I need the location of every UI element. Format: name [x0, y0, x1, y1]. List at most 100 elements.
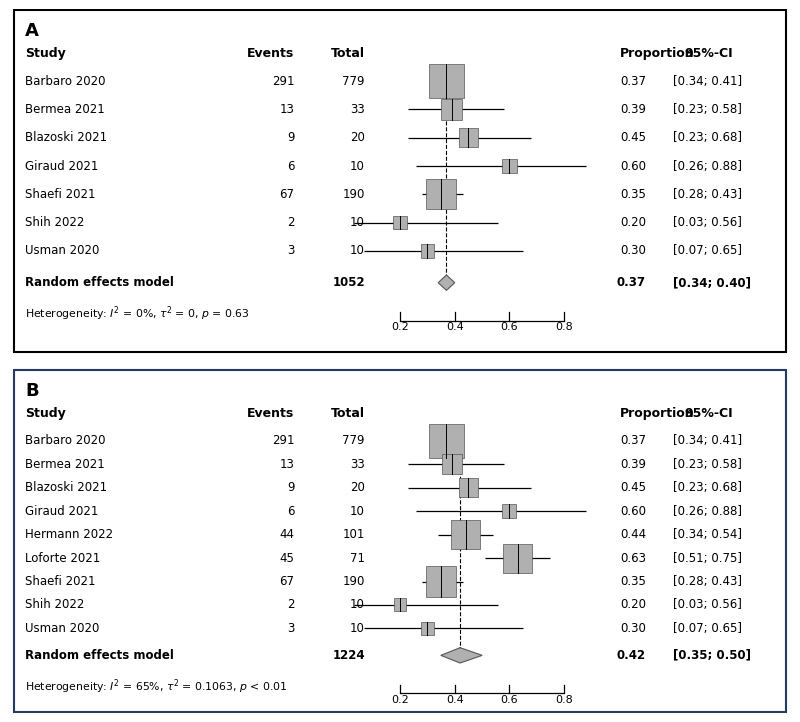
Text: [0.26; 0.88]: [0.26; 0.88]: [674, 160, 742, 173]
Text: [0.34; 0.54]: [0.34; 0.54]: [674, 528, 742, 541]
Text: [0.51; 0.75]: [0.51; 0.75]: [674, 552, 742, 565]
Text: Hermann 2022: Hermann 2022: [26, 528, 114, 541]
Bar: [451, 520, 480, 549]
Bar: [394, 599, 406, 612]
Text: Heterogeneity: $I^2$ = 65%, $\tau^2$ = 0.1063, $p$ < 0.01: Heterogeneity: $I^2$ = 65%, $\tau^2$ = 0…: [26, 677, 288, 696]
Text: Events: Events: [247, 47, 294, 60]
Text: 10: 10: [350, 622, 365, 635]
Text: 6: 6: [287, 505, 294, 518]
Text: 0.30: 0.30: [620, 622, 646, 635]
Bar: [394, 216, 406, 230]
Text: [0.35; 0.50]: [0.35; 0.50]: [674, 649, 751, 662]
Text: 291: 291: [272, 434, 294, 447]
Bar: [458, 128, 478, 147]
Text: Random effects model: Random effects model: [26, 277, 174, 290]
Text: [0.23; 0.58]: [0.23; 0.58]: [674, 103, 742, 116]
Bar: [459, 479, 478, 497]
Text: 0.42: 0.42: [617, 649, 646, 662]
Text: 6: 6: [287, 160, 294, 173]
Text: 779: 779: [342, 74, 365, 87]
Text: B: B: [26, 382, 39, 400]
Text: [0.07; 0.65]: [0.07; 0.65]: [674, 245, 742, 258]
Bar: [426, 566, 456, 596]
Text: [0.23; 0.68]: [0.23; 0.68]: [674, 481, 742, 494]
Text: Giraud 2021: Giraud 2021: [26, 505, 98, 518]
Bar: [430, 64, 464, 98]
Text: 1052: 1052: [332, 277, 365, 290]
Text: Shih 2022: Shih 2022: [26, 599, 85, 612]
Text: Bermea 2021: Bermea 2021: [26, 458, 105, 471]
Text: [0.28; 0.43]: [0.28; 0.43]: [674, 575, 742, 588]
Text: 291: 291: [272, 74, 294, 87]
Text: Blazoski 2021: Blazoski 2021: [26, 131, 107, 144]
Text: Barbaro 2020: Barbaro 2020: [26, 434, 106, 447]
Text: 0.20: 0.20: [620, 216, 646, 229]
Text: Random effects model: Random effects model: [26, 649, 174, 662]
Text: 1224: 1224: [332, 649, 365, 662]
Bar: [502, 504, 517, 518]
Text: 0.60: 0.60: [620, 505, 646, 518]
Text: 0.45: 0.45: [620, 131, 646, 144]
Text: [0.28; 0.43]: [0.28; 0.43]: [674, 188, 742, 201]
Text: 9: 9: [287, 481, 294, 494]
Text: 101: 101: [342, 528, 365, 541]
Text: [0.23; 0.68]: [0.23; 0.68]: [674, 131, 742, 144]
Text: Blazoski 2021: Blazoski 2021: [26, 481, 107, 494]
Text: Total: Total: [331, 47, 365, 60]
Text: Events: Events: [247, 406, 294, 419]
Text: 33: 33: [350, 103, 365, 116]
Text: Giraud 2021: Giraud 2021: [26, 160, 98, 173]
Text: Loforte 2021: Loforte 2021: [26, 552, 101, 565]
Text: [0.03; 0.56]: [0.03; 0.56]: [674, 599, 742, 612]
Text: 10: 10: [350, 216, 365, 229]
Text: 0.37: 0.37: [617, 277, 646, 290]
Text: Usman 2020: Usman 2020: [26, 622, 99, 635]
Text: 10: 10: [350, 505, 365, 518]
Bar: [442, 99, 462, 120]
Text: 190: 190: [342, 188, 365, 201]
FancyBboxPatch shape: [14, 10, 786, 352]
Text: 0.6: 0.6: [501, 695, 518, 705]
Text: 95%-CI: 95%-CI: [684, 47, 733, 60]
Text: 67: 67: [279, 575, 294, 588]
Text: 0.39: 0.39: [620, 103, 646, 116]
Text: 0.45: 0.45: [620, 481, 646, 494]
Text: [0.07; 0.65]: [0.07; 0.65]: [674, 622, 742, 635]
Text: Barbaro 2020: Barbaro 2020: [26, 74, 106, 87]
Text: 2: 2: [287, 216, 294, 229]
Text: 13: 13: [280, 458, 294, 471]
Text: [0.26; 0.88]: [0.26; 0.88]: [674, 505, 742, 518]
Text: 0.63: 0.63: [620, 552, 646, 565]
Text: 67: 67: [279, 188, 294, 201]
Text: 0.6: 0.6: [501, 323, 518, 332]
Text: 0.35: 0.35: [620, 575, 646, 588]
FancyBboxPatch shape: [14, 370, 786, 712]
Text: 10: 10: [350, 599, 365, 612]
Text: 0.35: 0.35: [620, 188, 646, 201]
Text: 0.60: 0.60: [620, 160, 646, 173]
Bar: [421, 244, 434, 258]
Text: 779: 779: [342, 434, 365, 447]
Polygon shape: [438, 275, 454, 290]
Polygon shape: [441, 648, 482, 663]
Bar: [426, 180, 456, 209]
Bar: [442, 454, 462, 474]
Text: 0.8: 0.8: [555, 323, 573, 332]
Text: Study: Study: [26, 47, 66, 60]
Text: [0.34; 0.41]: [0.34; 0.41]: [674, 74, 742, 87]
Text: 0.4: 0.4: [446, 695, 463, 705]
Text: Shaefi 2021: Shaefi 2021: [26, 188, 96, 201]
Text: Shih 2022: Shih 2022: [26, 216, 85, 229]
Text: Study: Study: [26, 406, 66, 419]
Text: Heterogeneity: $I^2$ = 0%, $\tau^2$ = 0, $p$ = 0.63: Heterogeneity: $I^2$ = 0%, $\tau^2$ = 0,…: [26, 305, 250, 323]
Text: Bermea 2021: Bermea 2021: [26, 103, 105, 116]
Text: 71: 71: [350, 552, 365, 565]
Text: [0.34; 0.40]: [0.34; 0.40]: [674, 277, 751, 290]
Text: 0.37: 0.37: [620, 434, 646, 447]
Text: 10: 10: [350, 245, 365, 258]
Text: 13: 13: [280, 103, 294, 116]
Text: Usman 2020: Usman 2020: [26, 245, 99, 258]
Text: 9: 9: [287, 131, 294, 144]
Text: 0.37: 0.37: [620, 74, 646, 87]
Text: Total: Total: [331, 406, 365, 419]
